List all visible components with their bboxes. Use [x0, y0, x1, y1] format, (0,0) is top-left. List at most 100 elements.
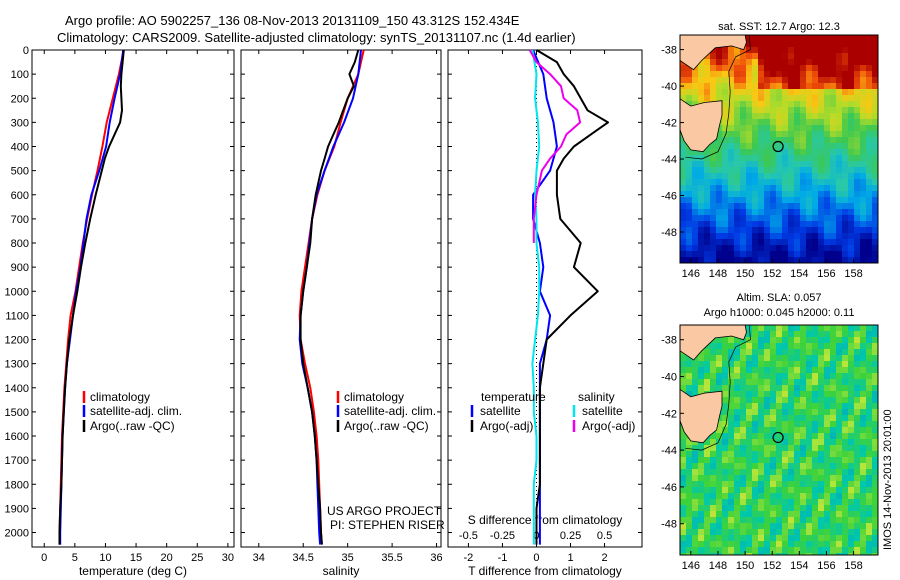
map-cell: [872, 161, 878, 168]
map-cell: [848, 77, 855, 84]
map-cell: [776, 245, 783, 252]
map-cell: [722, 107, 729, 114]
map-cell: [800, 343, 807, 350]
map-cell: [734, 149, 741, 156]
map-cell: [746, 523, 753, 530]
map-cell: [830, 337, 837, 344]
map-cell: [794, 101, 801, 108]
map-cell: [710, 83, 717, 90]
legend-label-t-argo: Argo(-adj): [480, 419, 533, 433]
map-cell: [770, 257, 777, 263]
map-cell: [848, 445, 855, 452]
map-cell: [692, 95, 699, 102]
map-cell: [800, 89, 807, 96]
argo-position-marker: [772, 140, 784, 153]
map-cell: [692, 257, 699, 263]
map-cell: [854, 445, 861, 452]
map-cell: [728, 433, 735, 440]
map-cell: [746, 361, 753, 368]
map-cell: [782, 367, 789, 374]
map-cell: [704, 361, 711, 368]
y-tick-label: 600: [11, 190, 29, 202]
map-cell: [734, 161, 741, 168]
map-cell: [704, 209, 711, 216]
map-cell: [704, 77, 711, 84]
map-cell: [794, 457, 801, 464]
map-cell: [830, 433, 837, 440]
map-cell: [794, 65, 801, 72]
map-cell: [716, 257, 723, 263]
map-cell: [740, 221, 747, 228]
map-cell: [812, 343, 819, 350]
map-cell: [728, 107, 735, 114]
map-cell: [752, 523, 759, 530]
map-cell: [692, 173, 699, 180]
map-cell: [806, 233, 813, 240]
map-cell: [776, 227, 783, 234]
map-cell: [698, 191, 705, 198]
map-cell: [806, 95, 813, 102]
map-cell: [854, 239, 861, 246]
map-cell: [842, 331, 849, 338]
map-cell: [860, 325, 867, 332]
map-cell: [680, 511, 687, 518]
map-cell: [770, 481, 777, 488]
map-cell: [734, 511, 741, 518]
map-cell: [800, 517, 807, 524]
map-cell: [818, 251, 825, 258]
map-cell: [854, 433, 861, 440]
lat-tick-label: -46: [661, 191, 677, 203]
map-cell: [680, 137, 687, 144]
map-cell: [734, 487, 741, 494]
map-cell: [746, 221, 753, 228]
map-cell: [842, 119, 849, 126]
map-cell: [782, 59, 789, 66]
map-cell: [746, 65, 753, 72]
map-cell: [764, 239, 771, 246]
map-cell: [716, 547, 723, 554]
map-cell: [722, 355, 729, 362]
map-cell: [710, 233, 717, 240]
map-cell: [710, 451, 717, 458]
map-cell: [764, 149, 771, 156]
map-cell: [746, 379, 753, 386]
map-cell: [794, 511, 801, 518]
map-cell: [812, 173, 819, 180]
map-cell: [698, 197, 705, 204]
map-cell: [680, 185, 687, 192]
map-cell: [758, 125, 765, 132]
map-cell: [794, 113, 801, 120]
map-cell: [758, 385, 765, 392]
map-cell: [830, 149, 837, 156]
map-cell: [716, 65, 723, 72]
map-cell: [836, 227, 843, 234]
map-cell: [812, 517, 819, 524]
figure-title-line2: Climatology: CARS2009. Satellite-adjuste…: [57, 30, 576, 45]
map-cell: [818, 41, 825, 48]
map-cell: [776, 83, 783, 90]
map-cell: [782, 239, 789, 246]
map-cell: [794, 439, 801, 446]
map-cell: [800, 535, 807, 542]
map-cell: [836, 541, 843, 548]
map-cell: [692, 469, 699, 476]
map-cell: [734, 445, 741, 452]
map-cell: [722, 59, 729, 66]
map-cell: [800, 257, 807, 263]
map-cell: [710, 499, 717, 506]
map-cell: [830, 245, 837, 252]
map-cell: [818, 553, 825, 555]
map-cell: [842, 155, 849, 162]
map-cell: [680, 367, 687, 374]
map-cell: [758, 167, 765, 174]
map-cell: [722, 397, 729, 404]
map-cell: [812, 59, 819, 66]
map-cell: [722, 251, 729, 258]
map-cell: [812, 203, 819, 210]
map-cell: [746, 475, 753, 482]
map-cell: [722, 493, 729, 500]
map-cell: [848, 433, 855, 440]
map-cell: [788, 427, 795, 434]
map-cell: [752, 119, 759, 126]
map-cell: [680, 95, 687, 102]
